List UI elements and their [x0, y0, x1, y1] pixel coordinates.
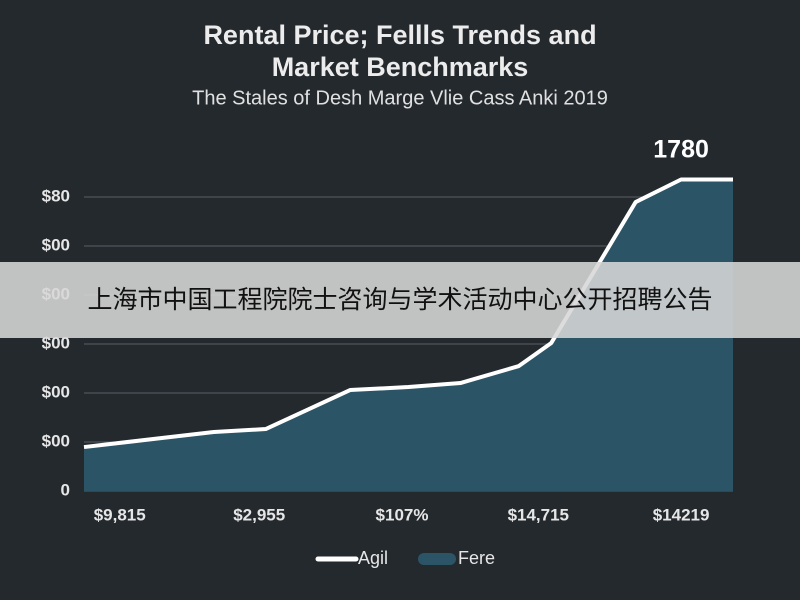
- legend-swatch: [418, 553, 456, 565]
- x-tick-label: $14219: [653, 505, 710, 524]
- x-tick-label: $107%: [376, 505, 429, 524]
- y-tick-label: $00: [42, 431, 70, 450]
- annotation: 1780: [653, 136, 709, 164]
- chart-title: Market Benchmarks: [272, 52, 529, 82]
- chart-subtitle: The Stales of Desh Marge Vlie Cass Anki …: [192, 87, 608, 109]
- legend-label: Agil: [358, 548, 388, 568]
- x-tick-label: $2,955: [233, 505, 285, 524]
- legend-label: Fere: [458, 548, 495, 568]
- x-tick-label: $14,715: [508, 505, 569, 524]
- banner-text: 上海市中国工程院院士咨询与学术活动中心公开招聘公告: [87, 285, 712, 314]
- banner: [0, 262, 800, 338]
- area: [84, 179, 733, 491]
- overlay-layer: 上海市中国工程院院士咨询与学术活动中心公开招聘公告: [0, 262, 800, 338]
- y-tick-label: $00: [42, 333, 70, 352]
- x-tick-label: $9,815: [94, 505, 146, 524]
- y-tick-label: $00: [42, 382, 70, 401]
- y-tick-label: $00: [42, 235, 70, 254]
- chart-title: Rental Price; Fellls Trends and: [203, 20, 596, 50]
- y-tick-label: 0: [61, 480, 70, 499]
- line: [83, 177, 733, 450]
- y-tick-label: $80: [42, 186, 70, 205]
